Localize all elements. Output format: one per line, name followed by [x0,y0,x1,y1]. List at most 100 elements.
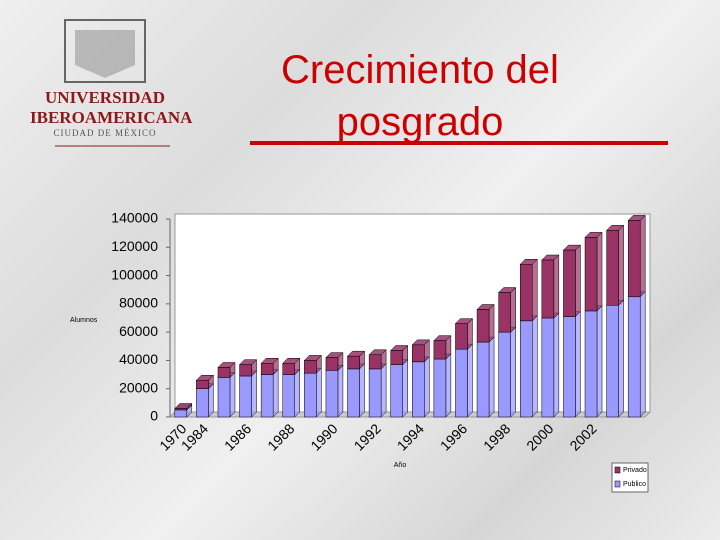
bar [217,367,231,378]
bar [390,350,403,365]
bar-side [488,336,495,418]
bar-side [229,371,236,418]
logo-city: CIUDAD DE MÉXICO [53,128,157,138]
bar [520,320,533,418]
legend-label: Privado [623,467,647,474]
bar [584,310,598,418]
bar [196,388,209,418]
x-tick-label: 1990 [307,420,340,453]
bar [174,409,188,418]
bar [455,348,468,418]
x-tick-label: 1992 [351,420,384,453]
bar [455,323,468,350]
y-tick-label: 0 [150,408,158,424]
bar [260,363,274,375]
y-tick-label: 100000 [111,266,158,282]
bar-side [639,291,646,418]
y-axis-label: Alumnos [70,317,98,324]
bar [606,230,619,306]
bar [368,368,382,418]
bar-side [208,383,214,418]
bar-side [510,326,516,418]
bar-side [445,353,452,418]
logo-shield [75,30,135,78]
bar [563,316,576,418]
chart-title: Crecimiento del posgrado [281,48,559,144]
x-tick-label: 1996 [437,420,470,453]
bar [627,220,641,298]
legend-label: Publico [623,481,646,488]
bar [325,357,339,371]
x-axis-label: Año [394,462,407,469]
legend-swatch [614,466,621,474]
x-tick-label: 2000 [523,420,556,453]
bar [174,408,188,411]
logo-name: UNIVERSIDAD IBEROAMERICANA [30,88,193,127]
bar [476,341,490,418]
bar [347,355,360,370]
bar-side [618,299,624,418]
bar [498,331,511,418]
bar [627,296,641,418]
bar [433,358,447,418]
bar [239,375,252,418]
bar-side [618,224,624,306]
bar [412,361,425,418]
bar-side [251,370,257,418]
x-tick-label: 2002 [566,420,599,453]
bar-side [575,310,581,418]
bar-side [596,231,603,312]
bar-side [510,286,516,333]
bar [260,374,274,418]
y-tick-label: 20000 [119,379,158,395]
bar [304,360,317,374]
bar [217,377,231,418]
bar [282,363,295,375]
bar [541,259,555,319]
y-tick-label: 140000 [111,210,158,226]
bar-side [402,359,408,418]
bar [498,292,511,333]
bar-side [316,367,322,418]
x-tick-label: 1998 [480,420,513,453]
bar-side [359,363,365,418]
legend-swatch [614,480,621,488]
y-tick-label: 120000 [111,238,158,254]
logo-crest [64,19,146,83]
bar-side [639,214,646,298]
bar-side [553,312,560,418]
title-underline [250,141,668,145]
bar-side [467,343,473,418]
bar [606,305,619,418]
x-tick-label: 1986 [221,420,254,453]
bar [282,374,295,418]
bar [584,237,598,312]
bar [196,379,209,389]
y-tick-label: 40000 [119,351,158,367]
bar-side [272,368,279,418]
bar [325,370,339,418]
bar-side [575,244,581,318]
bar [476,309,490,343]
bar [390,364,403,418]
bar-side [424,356,430,418]
x-tick-label: 1988 [264,420,297,453]
bar [541,317,555,418]
bar [239,364,252,377]
bar [412,344,425,363]
bar-side [380,363,387,418]
y-tick-label: 80000 [119,295,158,311]
x-tick-label: 1994 [394,420,427,453]
bar [520,264,533,322]
bar-side [337,364,344,418]
bar [304,372,317,418]
bar-side [596,305,603,418]
bar [563,249,576,317]
y-tick-label: 60000 [119,323,158,339]
bar-side [553,254,560,319]
bar [347,368,360,418]
bar [433,340,447,360]
